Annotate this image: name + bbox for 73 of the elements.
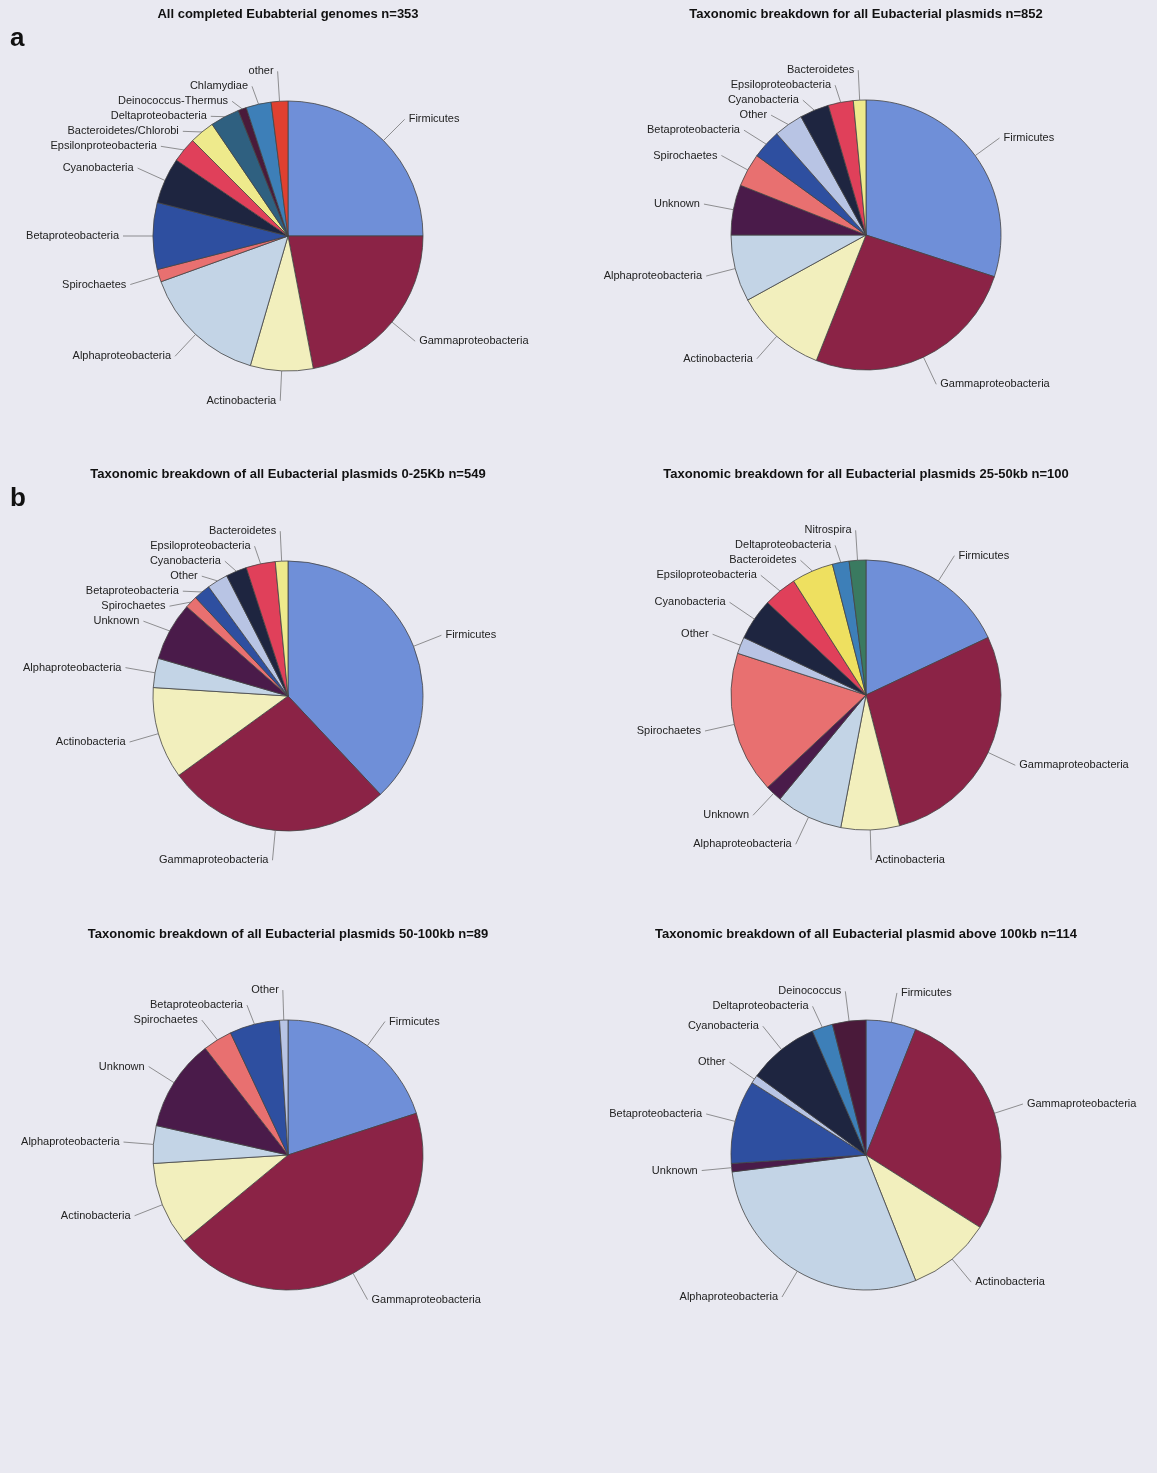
slice-label: Epsiloproteobacteria — [730, 78, 832, 91]
slice-label: Other — [170, 569, 199, 582]
chart-title: Taxonomic breakdown of all Eubacterial plasmid above 100kb n=114 — [654, 926, 1078, 941]
slice-label: Actinobacteria — [683, 351, 754, 364]
slice-label: Betaproteobacteria — [26, 229, 120, 241]
slice-label: Spirochaetes — [653, 148, 718, 161]
text: b — [10, 482, 26, 512]
slice-label: Epsilonproteobacteria — [50, 139, 158, 152]
slice-label: Bacteroidetes — [729, 553, 797, 566]
slice-label: other — [248, 64, 274, 77]
slice-label: Firmicutes — [445, 628, 497, 641]
slice-label: Unknown — [93, 614, 140, 627]
slice-label: Other — [681, 627, 709, 640]
slice-label: Betaproteobacteria — [150, 998, 244, 1011]
slice-label: Deinococcus — [778, 984, 842, 997]
slice-label: Bacteroidetes — [786, 63, 855, 76]
slice-label: Actinobacteria — [875, 852, 946, 865]
slice-label: Gammaproteobacteria — [159, 853, 270, 866]
slice-label: Betaproteobacteria — [609, 1106, 704, 1119]
slice-label: Bacteroidetes/Chlorobi — [67, 124, 179, 137]
slice-label: Firmicutes — [900, 985, 953, 998]
slice-label: Deltaproteobacteria — [712, 999, 810, 1012]
slice-label: Gammaproteobacteria — [1019, 758, 1130, 771]
slice-label: Actinobacteria — [975, 1275, 1046, 1288]
slice-label: Cyanobacteria — [727, 93, 800, 106]
slice-label: Unknown — [703, 808, 750, 821]
chart-title: Taxonomic breakdown of all Eubacterial plasmids 50-100kb n=89 — [87, 926, 489, 941]
slice-label: Spirochaetes — [636, 723, 702, 736]
slice-label: Gammaproteobacteria — [419, 334, 530, 347]
slice-label: Firmicutes — [408, 112, 460, 125]
slice-label: Firmicutes — [1003, 131, 1055, 144]
slice-label: Epsiloproteobacteria — [656, 568, 758, 581]
chart-title: Taxonomic breakdown of all Eubacterial plasmids 0-25Kb n=549 — [90, 466, 486, 481]
slice-label: Cyanobacteria — [654, 595, 727, 608]
slice-label: Betaproteobacteria — [647, 123, 741, 136]
slice-label: Gammaproteobacteria — [1026, 1097, 1138, 1110]
slice-label: Firmicutes — [388, 1014, 441, 1027]
slice-label: Actinobacteria — [206, 393, 278, 406]
slice-label: Alphaproteobacteria — [693, 837, 793, 850]
slice-label: Gammaproteobacteria — [940, 377, 1051, 390]
slice-label: Epsiloproteobacteria — [150, 539, 252, 552]
slice-label: Alphaproteobacteria — [21, 1135, 121, 1148]
slice-label: Betaproteobacteria — [85, 584, 180, 597]
slice-label: Spirochaetes — [101, 599, 166, 612]
slice-label: Cyanobacteria — [149, 554, 222, 567]
slice-label: Other — [251, 983, 280, 996]
slice-label: Unknown — [651, 1163, 698, 1176]
slice-label: Deltaproteobacteria — [735, 538, 832, 551]
slice-label: Alphaproteobacteria — [72, 349, 172, 362]
slice-label: Unknown — [98, 1059, 145, 1072]
chart-title: Taxonomic breakdown for all Eubacterial plasmids 25-50kb n=100 — [663, 466, 1069, 481]
slice-label: Gammaproteobacteria — [371, 1292, 482, 1305]
chart-title: All completed Eubabterial genomes n=353 — [157, 6, 419, 21]
slice-label: Alphaproteobacteria — [603, 269, 704, 282]
chart-title: Taxonomic breakdown for all Eubacterial plasmids n=852 — [689, 6, 1043, 21]
slice-label: Actinobacteria — [60, 1208, 132, 1221]
slice-label: Actinobacteria — [55, 735, 127, 748]
text: a — [10, 22, 25, 52]
slice-label: Other — [698, 1055, 726, 1068]
slice-label: Spirochaetes — [133, 1013, 199, 1026]
slice-label: Spirochaetes — [62, 277, 127, 290]
slice-label: Deltaproteobacteria — [110, 109, 208, 122]
slice-label: Nitrospira — [804, 523, 853, 536]
slice-label: Cyanobacteria — [687, 1019, 760, 1032]
slice-label: Alphaproteobacteria — [679, 1290, 779, 1303]
slice-label: Cyanobacteria — [62, 161, 135, 174]
slice-label: Unknown — [654, 197, 700, 210]
slice-label: Chlamydiae — [189, 79, 249, 92]
slice-label: Bacteroidetes — [208, 524, 277, 537]
slice-label: Firmicutes — [958, 548, 1010, 561]
slice-label: Other — [739, 108, 768, 121]
slice-label: Deinococcus-Thermus — [118, 94, 229, 107]
slice-label: Alphaproteobacteria — [22, 660, 123, 673]
